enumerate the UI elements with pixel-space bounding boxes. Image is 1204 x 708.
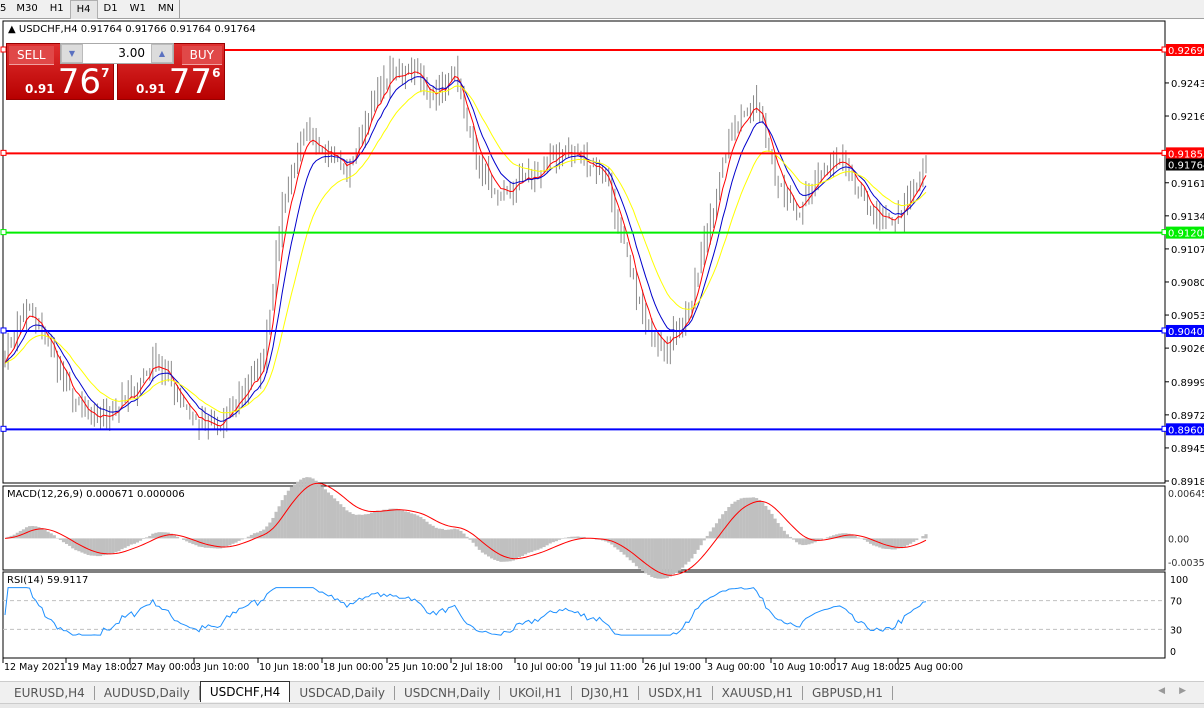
price-tick-label: 0.91345 <box>1171 212 1204 223</box>
level-price-label-bg <box>1166 226 1204 239</box>
level-price-label-bg <box>1166 44 1204 56</box>
chart-tab[interactable]: UKOil,H1 <box>500 685 572 700</box>
rsi-tick-label: 100 <box>1170 575 1188 586</box>
tab-scroll-arrows-icon[interactable]: ◀▶ <box>1158 686 1200 696</box>
time-tick-label: 25 Jun 10:00 <box>388 662 448 673</box>
rsi-tick-label: 30 <box>1170 625 1182 636</box>
status-bar <box>0 703 1204 708</box>
rsi-tick-label: 70 <box>1170 597 1182 608</box>
time-tick-label: 25 Aug 00:00 <box>899 662 963 673</box>
symbol-info-text: USDCHF,H4 0.91764 0.91766 0.91764 0.9176… <box>18 24 256 35</box>
time-tick-label: 10 Aug 10:00 <box>772 662 836 673</box>
lot-size-stepper[interactable]: ▼ 3.00 ▲ <box>60 43 174 64</box>
chart-tab[interactable]: AUDUSD,Daily <box>95 685 200 700</box>
chart-tab[interactable]: GBPUSD,H1 <box>803 685 893 700</box>
timeframe-d1[interactable]: D1 <box>103 3 118 14</box>
lot-size-input[interactable]: 3.00 <box>83 44 151 63</box>
price-chart[interactable]: 0.926990.918550.912080.904050.896020.917… <box>0 19 1204 681</box>
rsi-line <box>4 587 927 636</box>
chart-tabs: EURUSD,H4 AUDUSD,Daily USDCHF,H4 USDCAD,Dai… <box>0 681 1204 703</box>
level-price-label-bg <box>1166 324 1204 337</box>
moving-average-line <box>4 71 927 427</box>
time-tick-label: 19 May 18:00 <box>67 662 132 673</box>
level-price-label-bg <box>1166 423 1204 436</box>
lot-decrease-icon[interactable]: ▼ <box>61 44 83 63</box>
chart-tab[interactable]: USDCHF,H4 <box>199 681 291 702</box>
level-price-label: 0.89602 <box>1168 425 1204 436</box>
chart-tab[interactable]: USDCAD,Daily <box>290 685 395 700</box>
chart-tab[interactable]: DJ30,H1 <box>572 685 640 700</box>
price-tick-label: 0.90535 <box>1171 311 1204 322</box>
time-tick-label: 18 Jun 00:00 <box>323 662 383 673</box>
buy-price-prefix: 0.91 <box>136 82 166 96</box>
timeframe-mn[interactable]: MN <box>157 3 174 14</box>
level-handle <box>0 327 7 334</box>
time-tick-label: 2 Jul 18:00 <box>452 662 503 673</box>
timeframe-5[interactable]: 5 <box>0 3 7 14</box>
macd-histogram <box>6 477 928 579</box>
lot-increase-icon[interactable]: ▲ <box>151 44 173 63</box>
sell-price-main: 76 <box>57 62 102 102</box>
macd-tick-label: 0.00 <box>1168 534 1189 545</box>
time-tick-label: 3 Aug 00:00 <box>707 662 765 673</box>
rsi-tick-label: 0 <box>1170 647 1176 658</box>
rsi-label: RSI(14) 59.9117 <box>7 575 88 586</box>
level-price-label: 0.90405 <box>1168 327 1204 338</box>
moving-average-line <box>4 85 927 414</box>
timeframe-h1[interactable]: H1 <box>49 3 64 14</box>
current-price-label: 0.91764 <box>1168 161 1204 172</box>
timeframe-toolbar: 5 M30 H1 H4 D1 W1 MN <box>0 0 1204 19</box>
level-price-label: 0.91855 <box>1168 149 1204 160</box>
level-handle <box>0 425 7 432</box>
time-tick-label: 27 May 00:00 <box>131 662 196 673</box>
macd-panel-frame <box>2 485 1166 571</box>
macd-tick-label: -0.00350 <box>1168 558 1204 569</box>
time-tick-label: 17 Aug 18:00 <box>836 662 900 673</box>
price-tick-label: 0.90265 <box>1171 344 1204 355</box>
sell-price-sup: 7 <box>101 66 110 80</box>
price-tick-label: 0.89180 <box>1171 477 1204 488</box>
chart-tab[interactable]: XAUUSD,H1 <box>713 685 803 700</box>
sell-label: SELL <box>9 46 54 65</box>
chart-tab[interactable]: USDCNH,Daily <box>395 685 501 700</box>
one-click-trading-panel: SELL 0.91 767 BUY 0.91 776 ▼ 3.00 ▲ <box>6 43 225 100</box>
level-price-label-bg <box>1166 147 1204 160</box>
current-price-label-bg <box>1166 158 1204 171</box>
chart-tab[interactable]: EURUSD,H4 <box>0 685 95 700</box>
symbol-info: ▲ USDCHF,H4 0.91764 0.91766 0.91764 0.91… <box>8 24 256 35</box>
macd-signal-line <box>4 482 927 576</box>
timeframe-h4[interactable]: H4 <box>69 0 98 19</box>
price-tick-label: 0.91075 <box>1171 245 1204 256</box>
price-tick-label: 0.90805 <box>1171 278 1204 289</box>
collapse-triangle-icon[interactable]: ▲ <box>8 24 16 35</box>
time-tick-label: 3 Jun 10:00 <box>195 662 249 673</box>
level-price-label: 0.91208 <box>1168 229 1204 240</box>
rsi-panel-frame <box>2 571 1166 659</box>
level-price-label: 0.92699 <box>1168 46 1204 57</box>
level-handle <box>0 229 7 236</box>
macd-tick-label: 0.006451 <box>1168 489 1204 500</box>
buy-label: BUY <box>181 46 222 65</box>
level-handle <box>0 149 7 156</box>
time-tick-label: 10 Jun 18:00 <box>259 662 319 673</box>
chart-tab[interactable]: USDX,H1 <box>639 685 713 700</box>
timeframe-w1[interactable]: W1 <box>129 3 146 14</box>
time-tick-label: 19 Jul 11:00 <box>580 662 637 673</box>
sell-price-prefix: 0.91 <box>25 82 55 96</box>
time-tick-label: 10 Jul 00:00 <box>516 662 573 673</box>
moving-average-line <box>4 76 927 422</box>
timeframe-m30[interactable]: M30 <box>16 3 38 14</box>
price-tick-label: 0.91615 <box>1171 179 1204 190</box>
time-tick-label: 12 May 2021 <box>4 662 66 673</box>
buy-price-main: 77 <box>168 62 213 102</box>
time-tick-label: 26 Jul 19:00 <box>644 662 701 673</box>
macd-label: MACD(12,26,9) 0.000671 0.000006 <box>7 489 185 500</box>
buy-price-sup: 6 <box>212 66 221 80</box>
